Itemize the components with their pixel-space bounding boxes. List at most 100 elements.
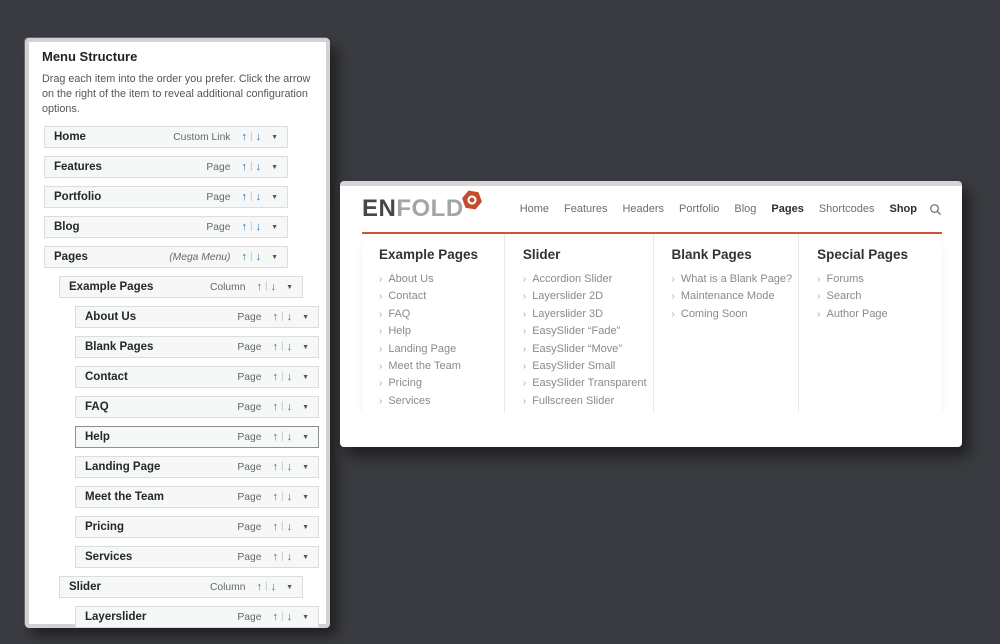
menu-item-row[interactable]: Help Page ↑ | ↓ ▼ bbox=[75, 426, 319, 449]
move-down-icon[interactable]: ↓ bbox=[255, 160, 262, 173]
nav-item[interactable]: Shortcodes bbox=[818, 203, 875, 215]
move-down-icon[interactable]: ↓ bbox=[270, 280, 277, 293]
mega-menu-link[interactable]: › Meet the Team bbox=[379, 358, 498, 375]
move-down-icon[interactable]: ↓ bbox=[286, 400, 293, 413]
search-button[interactable] bbox=[929, 203, 942, 216]
mega-menu-link[interactable]: › Layerslider 2D bbox=[523, 288, 647, 305]
expand-caret-icon[interactable]: ▼ bbox=[302, 403, 309, 411]
mega-menu-link[interactable]: › Pricing bbox=[379, 375, 498, 392]
menu-item-row[interactable]: Contact Page ↑ | ↓ ▼ bbox=[75, 366, 319, 389]
mega-menu-link[interactable]: › About Us bbox=[379, 271, 498, 288]
expand-caret-icon[interactable]: ▼ bbox=[286, 283, 293, 291]
menu-item-row[interactable]: Services Page ↑ | ↓ ▼ bbox=[75, 546, 319, 569]
expand-caret-icon[interactable]: ▼ bbox=[302, 463, 309, 471]
menu-item-row[interactable]: Blank Pages Page ↑ | ↓ ▼ bbox=[75, 336, 319, 359]
menu-item-row[interactable]: Landing Page Page ↑ | ↓ ▼ bbox=[75, 456, 319, 479]
expand-caret-icon[interactable]: ▼ bbox=[271, 163, 278, 171]
move-down-icon[interactable]: ↓ bbox=[255, 250, 262, 263]
site-logo[interactable]: ENFOLD bbox=[362, 190, 486, 221]
mega-column-heading[interactable]: Special Pages bbox=[817, 247, 908, 262]
menu-item-row[interactable]: Home Custom Link ↑ | ↓ ▼ bbox=[44, 126, 288, 149]
mega-column-heading[interactable]: Example Pages bbox=[379, 247, 479, 262]
mega-menu-link[interactable]: › Layerslider 3D bbox=[523, 306, 647, 323]
menu-item-row[interactable]: Layerslider Page ↑ | ↓ ▼ bbox=[75, 606, 319, 629]
mega-menu-link[interactable]: › Accordion Slider bbox=[523, 271, 647, 288]
move-down-icon[interactable]: ↓ bbox=[286, 520, 293, 533]
move-down-icon[interactable]: ↓ bbox=[270, 580, 277, 593]
mega-menu-link[interactable]: › EasySlider “Fade” bbox=[523, 323, 647, 340]
menu-item-row[interactable]: FAQ Page ↑ | ↓ ▼ bbox=[75, 396, 319, 419]
expand-caret-icon[interactable]: ▼ bbox=[271, 193, 278, 201]
move-up-icon[interactable]: ↑ bbox=[272, 430, 278, 443]
mega-menu-link[interactable]: › EasySlider Small bbox=[523, 358, 647, 375]
move-up-icon[interactable]: ↑ bbox=[272, 490, 278, 503]
menu-item-row[interactable]: Portfolio Page ↑ | ↓ ▼ bbox=[44, 186, 288, 209]
mega-menu-link[interactable]: › FAQ bbox=[379, 306, 498, 323]
expand-caret-icon[interactable]: ▼ bbox=[271, 223, 278, 231]
menu-item-row[interactable]: Blog Page ↑ | ↓ ▼ bbox=[44, 216, 288, 239]
mega-menu-link[interactable]: › Landing Page bbox=[379, 341, 498, 358]
expand-caret-icon[interactable]: ▼ bbox=[302, 493, 309, 501]
menu-item-row[interactable]: Pages (Mega Menu) ↑ | ↓ ▼ bbox=[44, 246, 288, 269]
move-down-icon[interactable]: ↓ bbox=[286, 490, 293, 503]
expand-caret-icon[interactable]: ▼ bbox=[271, 133, 278, 141]
expand-caret-icon[interactable]: ▼ bbox=[302, 343, 309, 351]
mega-menu-link[interactable]: › Author Page bbox=[817, 306, 936, 323]
mega-menu-link[interactable]: › Contact bbox=[379, 288, 498, 305]
nav-item[interactable]: Pages bbox=[771, 203, 804, 215]
move-down-icon[interactable]: ↓ bbox=[286, 460, 293, 473]
move-up-icon[interactable]: ↑ bbox=[272, 370, 278, 383]
mega-column-heading[interactable]: Blank Pages bbox=[671, 247, 752, 262]
mega-menu-link[interactable]: › Help bbox=[379, 323, 498, 340]
mega-menu-link[interactable]: › Search bbox=[817, 288, 936, 305]
menu-item-row[interactable]: Features Page ↑ | ↓ ▼ bbox=[44, 156, 288, 179]
expand-caret-icon[interactable]: ▼ bbox=[302, 553, 309, 561]
move-up-icon[interactable]: ↑ bbox=[256, 280, 262, 293]
mega-menu-link[interactable]: › EasySlider Transparent bbox=[523, 375, 647, 392]
move-down-icon[interactable]: ↓ bbox=[255, 130, 262, 143]
nav-item[interactable]: Blog bbox=[734, 203, 757, 215]
nav-item[interactable]: Features bbox=[564, 203, 608, 215]
nav-item[interactable]: Portfolio bbox=[679, 203, 720, 215]
mega-menu-link[interactable]: › What is a Blank Page? bbox=[672, 271, 793, 288]
expand-caret-icon[interactable]: ▼ bbox=[302, 373, 309, 381]
move-down-icon[interactable]: ↓ bbox=[286, 430, 293, 443]
expand-caret-icon[interactable]: ▼ bbox=[302, 613, 309, 621]
nav-item[interactable]: Shop bbox=[889, 203, 918, 215]
mega-menu-link[interactable]: › Fullscreen Slider bbox=[523, 393, 647, 410]
move-up-icon[interactable]: ↑ bbox=[272, 550, 278, 563]
move-up-icon[interactable]: ↑ bbox=[241, 160, 247, 173]
move-up-icon[interactable]: ↑ bbox=[272, 310, 278, 323]
move-up-icon[interactable]: ↑ bbox=[241, 130, 247, 143]
expand-caret-icon[interactable]: ▼ bbox=[302, 433, 309, 441]
mega-menu-link[interactable]: › Maintenance Mode bbox=[672, 288, 793, 305]
move-down-icon[interactable]: ↓ bbox=[255, 190, 262, 203]
mega-menu-link[interactable]: › Forums bbox=[817, 271, 936, 288]
move-down-icon[interactable]: ↓ bbox=[286, 310, 293, 323]
move-up-icon[interactable]: ↑ bbox=[272, 460, 278, 473]
expand-caret-icon[interactable]: ▼ bbox=[302, 313, 309, 321]
move-up-icon[interactable]: ↑ bbox=[272, 520, 278, 533]
move-down-icon[interactable]: ↓ bbox=[286, 610, 293, 623]
move-down-icon[interactable]: ↓ bbox=[286, 340, 293, 353]
move-up-icon[interactable]: ↑ bbox=[241, 250, 247, 263]
move-up-icon[interactable]: ↑ bbox=[241, 220, 247, 233]
menu-item-row[interactable]: Pricing Page ↑ | ↓ ▼ bbox=[75, 516, 319, 539]
mega-menu-link[interactable]: › Coming Soon bbox=[672, 306, 793, 323]
move-up-icon[interactable]: ↑ bbox=[256, 580, 262, 593]
menu-item-row[interactable]: Slider Column ↑ | ↓ ▼ bbox=[59, 576, 303, 599]
move-up-icon[interactable]: ↑ bbox=[241, 190, 247, 203]
move-up-icon[interactable]: ↑ bbox=[272, 610, 278, 623]
mega-menu-link[interactable]: › Services bbox=[379, 393, 498, 410]
mega-menu-link[interactable]: › EasySlider “Move” bbox=[523, 341, 647, 358]
expand-caret-icon[interactable]: ▼ bbox=[286, 583, 293, 591]
menu-item-row[interactable]: Meet the Team Page ↑ | ↓ ▼ bbox=[75, 486, 319, 509]
mega-column-heading[interactable]: Slider bbox=[522, 247, 561, 262]
move-up-icon[interactable]: ↑ bbox=[272, 340, 278, 353]
move-down-icon[interactable]: ↓ bbox=[255, 220, 262, 233]
expand-caret-icon[interactable]: ▼ bbox=[271, 253, 278, 261]
move-down-icon[interactable]: ↓ bbox=[286, 550, 293, 563]
expand-caret-icon[interactable]: ▼ bbox=[302, 523, 309, 531]
move-up-icon[interactable]: ↑ bbox=[272, 400, 278, 413]
nav-item[interactable]: Home bbox=[519, 203, 550, 215]
